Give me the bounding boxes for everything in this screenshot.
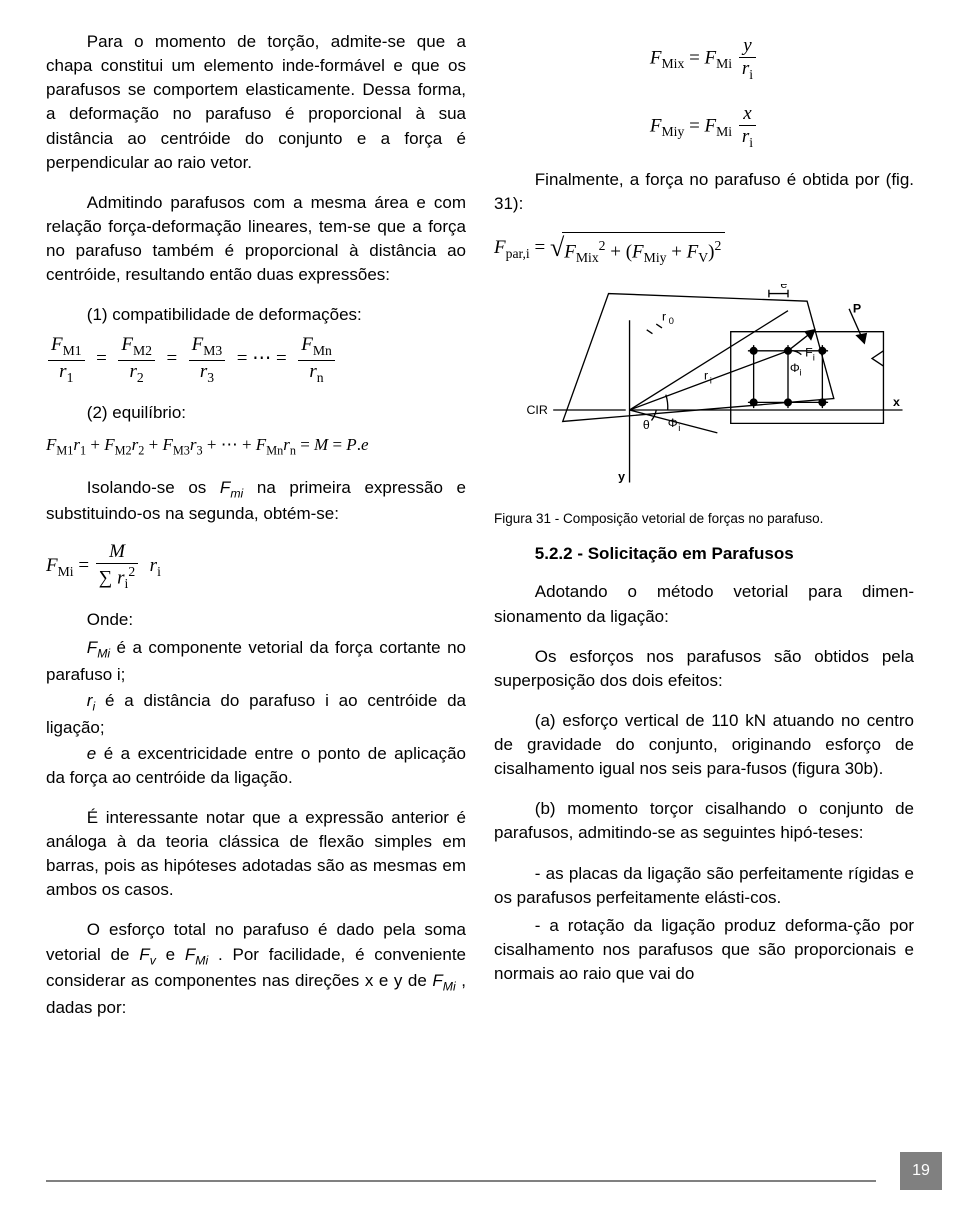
figure-31-diagram: e r0 P Fi Φi ri CIR θ Φi x y [494,284,914,501]
onde-label: Onde: [46,608,466,632]
svg-text:i: i [799,368,801,379]
figure-31-caption: Figura 31 - Composição vetorial de força… [494,509,914,528]
para-total-force: O esforço total no parafuso é dado pela … [46,918,466,1020]
page-footer [46,1180,960,1182]
svg-text:e: e [780,284,787,291]
def-e-text: é a excentricidade entre o ponto de apli… [46,744,466,787]
svg-text:P: P [853,302,861,316]
para-final-force: Finalmente, a força no parafuso é obtida… [494,168,914,216]
para-analogy: É interessante notar que a expressão ant… [46,806,466,903]
svg-text:θ: θ [643,418,650,432]
page-number-badge: 19 [900,1152,942,1190]
para-superposition: Os esforços nos parafusos são obtidos pe… [494,645,914,693]
item-compat: (1) compatibilidade de deformações: [46,303,466,327]
svg-text:r: r [704,368,708,382]
eq-fpar: Fpar,i = √ FMix2 + (FMiy + FV)2 [494,232,914,268]
svg-text:i: i [710,375,712,386]
def-fmi: FMi é a componente vetorial da força cor… [46,636,466,687]
para-effect-a: (a) esforço vertical de 110 kN atuando n… [494,709,914,781]
para-hyp1: - as placas da ligação são perfeitamente… [494,862,914,910]
para-hyp2: - a rotação da ligação produz deforma-çã… [494,914,914,986]
para-torsion-intro: Para o momento de torção, admite-se que … [46,30,466,175]
svg-text:y: y [618,470,625,484]
svg-text:x: x [893,395,900,409]
svg-text:Φ: Φ [790,361,800,375]
right-column: FMix = FMi yri FMiy = FMi xri Finalmente… [494,30,914,1036]
para-effect-b: (b) momento torçor cisalhando o conjunto… [494,797,914,845]
eq-fmix: FMix = FMi yri [494,36,914,82]
svg-text:i: i [813,352,815,363]
eq-fmiy: FMiy = FMi xri [494,104,914,150]
page-number: 19 [912,1160,930,1183]
para-assumption: Admitindo parafusos com a mesma área e c… [46,191,466,288]
p5-mid: e [156,945,185,964]
item-equil: (2) equilíbrio: [46,401,466,425]
section-5-2-2-title: 5.2.2 - Solicitação em Parafusos [494,542,914,566]
svg-text:0: 0 [669,316,674,327]
def-e: e é a excentricidade entre o ponto de ap… [46,742,466,790]
left-column: Para o momento de torção, admite-se que … [46,30,466,1036]
para-isolating-pre: Isolando-se os [87,478,220,497]
eq-equil: FM1r1 + FM2r2 + FM3r3 + ⋯ + FMnrn = M = … [46,433,466,460]
footer-rule [46,1180,876,1182]
svg-text:CIR: CIR [526,403,547,417]
eq-compat: FM1r1 = FM2r2 = FM3r3 = ⋯ = FMnrn [46,335,466,384]
def-ri-text: é a distância do parafuso i ao centróide… [46,691,466,737]
svg-text:i: i [678,423,680,434]
para-isolating: Isolando-se os Fmi na primeira expressão… [46,476,466,527]
para-method: Adotando o método vetorial para dimen-si… [494,580,914,628]
def-fmi-text: é a componente vetorial da força cortant… [46,638,466,684]
svg-text:r: r [662,309,666,323]
eq-fmi: FMi = M∑ ri2 ri [46,542,466,591]
svg-text:Φ: Φ [668,416,678,430]
def-ri: ri é a distância do parafuso i ao centró… [46,689,466,740]
